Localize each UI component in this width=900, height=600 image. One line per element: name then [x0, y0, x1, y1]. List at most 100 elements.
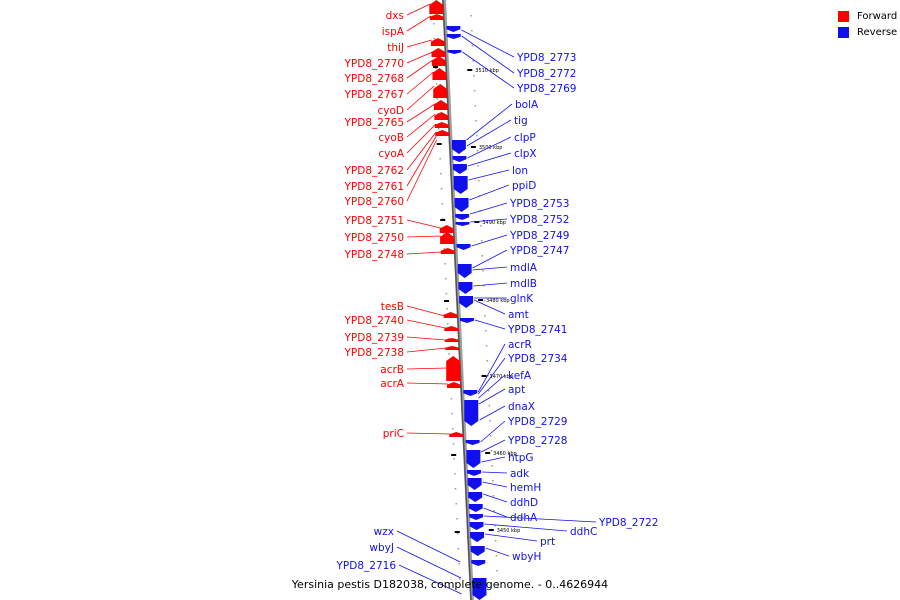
reverse-gene-label: clpP	[514, 132, 536, 144]
track-dot	[482, 270, 484, 272]
reverse-gene-arrow	[452, 156, 467, 162]
forward-gene-arrow	[429, 0, 444, 14]
track-dot	[440, 173, 442, 175]
forward-leader-line	[406, 367, 448, 370]
reverse-gene-label: tig	[514, 115, 528, 127]
forward-gene-arrow	[440, 232, 455, 244]
forward-gene-label: YPD8_2750	[344, 232, 404, 244]
reverse-gene-arrow	[446, 34, 461, 39]
major-tick	[436, 143, 442, 145]
major-tick	[485, 452, 491, 454]
forward-gene-label: dxs	[386, 10, 404, 22]
track-dot	[456, 518, 458, 520]
reverse-gene-label: dnaX	[508, 401, 535, 413]
track-dot	[480, 240, 483, 242]
track-dot	[492, 495, 495, 497]
forward-gene-arrow	[444, 326, 459, 331]
reverse-gene-label: ddhC	[570, 526, 597, 538]
forward-gene-arrow	[440, 248, 455, 254]
reverse-leader-line	[482, 481, 508, 488]
reverse-leader-line	[471, 234, 508, 247]
reverse-leader-line	[480, 420, 506, 443]
reverse-gene-arrow	[466, 450, 481, 468]
forward-gene-label: YPD8_2739	[344, 332, 404, 344]
reverse-gene-label: YPD8_2747	[509, 245, 569, 257]
reverse-gene-arrow	[464, 400, 479, 426]
forward-leader-line	[406, 85, 435, 111]
track-dot	[475, 135, 478, 137]
forward-gene-label: cyoD	[378, 105, 405, 117]
track-dot	[447, 323, 449, 325]
reverse-gene-label: YPD8_2772	[516, 68, 576, 80]
major-tick	[467, 69, 473, 71]
reverse-gene-arrow	[455, 214, 470, 220]
reverse-leader-line	[485, 547, 510, 557]
reverse-gene-arrow	[458, 282, 473, 294]
track-dot	[442, 233, 445, 235]
track-dot	[445, 293, 448, 295]
reverse-gene-label: YPD8_2752	[509, 214, 569, 226]
scale-label: 3510 kbp	[475, 68, 499, 74]
reverse-leader-line	[472, 266, 508, 271]
track-dot	[446, 308, 448, 310]
reverse-gene-label: YPD8_2722	[598, 517, 658, 529]
forward-leader-line	[406, 131, 437, 171]
track-dot	[489, 435, 492, 437]
reverse-gene-arrow	[472, 578, 487, 600]
reverse-gene-label: prt	[540, 536, 555, 548]
forward-leader-line	[406, 39, 432, 48]
forward-gene-arrow	[446, 382, 461, 388]
reverse-leader-line	[461, 35, 515, 74]
reverse-leader-line	[469, 202, 508, 215]
reverse-leader-line	[473, 299, 506, 315]
reverse-leader-line	[469, 184, 510, 201]
track-dot	[450, 398, 453, 400]
reverse-gene-label: wzx	[374, 526, 394, 538]
reverse-gene-label: kefA	[508, 370, 532, 382]
forward-gene-label: acrB	[380, 364, 404, 376]
track-dot	[475, 120, 477, 122]
reverse-gene-arrow	[463, 390, 478, 396]
forward-gene-label: priC	[383, 428, 404, 440]
forward-leader-line	[406, 251, 442, 255]
track-dot	[440, 188, 443, 190]
track-dot	[437, 128, 440, 130]
reverse-swatch	[838, 26, 849, 38]
reverse-leader-line	[482, 471, 508, 474]
forward-leader-line	[406, 123, 437, 154]
track-dot	[495, 555, 498, 557]
forward-leader-line	[406, 51, 433, 64]
reverse-gene-arrow	[451, 140, 466, 154]
legend-forward: Forward	[838, 8, 897, 24]
reverse-gene-arrow	[459, 318, 474, 323]
forward-gene-label: tesB	[381, 301, 404, 313]
forward-leader-line	[406, 71, 434, 95]
reverse-gene-arrow	[469, 522, 484, 530]
forward-gene-label: YPD8_2738	[344, 347, 404, 359]
forward-leader-line	[406, 219, 441, 229]
track-dot	[451, 413, 453, 415]
reverse-gene-label: wbyJ	[369, 542, 394, 554]
reverse-gene-label: wbyH	[512, 551, 541, 563]
forward-gene-label: YPD8_2767	[344, 89, 404, 101]
scale-label: 3450 kbp	[497, 528, 521, 534]
scale-label: 3490 kbp	[482, 220, 506, 226]
forward-gene-arrow	[444, 338, 459, 342]
track-dot	[458, 578, 461, 580]
track-dot	[489, 420, 491, 422]
reverse-leader-line	[396, 546, 462, 579]
forward-gene-label: YPD8_2765	[344, 117, 404, 129]
track-dot	[494, 540, 497, 542]
forward-leader-line	[406, 336, 446, 341]
track-dot	[483, 300, 486, 302]
track-dot	[486, 360, 488, 362]
track-dot	[448, 353, 450, 355]
forward-leader-line	[406, 139, 437, 202]
track-dot	[457, 548, 460, 550]
reverse-gene-label: ppiD	[512, 180, 536, 192]
reverse-leader-line	[484, 523, 568, 532]
reverse-gene-arrow	[455, 222, 470, 226]
forward-leader-line	[406, 59, 434, 79]
track-dot	[478, 180, 480, 182]
